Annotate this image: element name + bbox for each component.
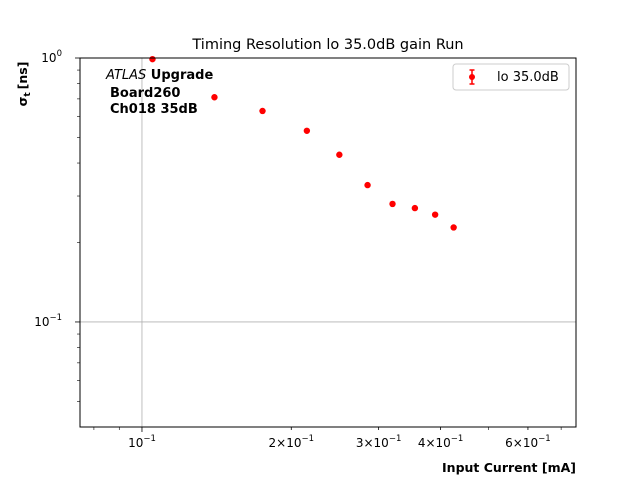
- x-tick-label: 2×10−1: [269, 434, 315, 450]
- y-axis-label-unit: [ns]: [15, 62, 30, 90]
- data-point: [336, 151, 343, 158]
- atlas-label: ATLAS: [105, 68, 146, 83]
- plot-frame: [79, 57, 577, 428]
- y-tick-label: 100: [41, 49, 62, 65]
- x-tick-label: 10−1: [128, 434, 156, 450]
- data-point: [149, 55, 156, 63]
- atlas-annotation: ATLAS Upgrade Board260 Ch018 35dB: [105, 68, 213, 117]
- legend: lo 35.0dB: [452, 63, 570, 91]
- x-tick-label: 6×10−1: [505, 434, 551, 450]
- upgrade-label: Upgrade: [146, 68, 213, 83]
- grid-lines: [80, 58, 576, 427]
- data-point: [211, 94, 218, 101]
- x-axis-label: Input Current [mA]: [442, 460, 576, 475]
- y-axis-label-subscript: t: [23, 92, 33, 97]
- data-points: [149, 55, 457, 231]
- data-point: [411, 204, 419, 212]
- y-axis-label-symbol: σ: [15, 96, 30, 106]
- y-axis-label: σt [ns]: [15, 62, 33, 107]
- data-point: [303, 127, 311, 134]
- annotation-line-1: ATLAS Upgrade: [105, 68, 213, 83]
- y-tick-label: 10−1: [34, 313, 62, 329]
- annotation-line-3: Ch018 35dB: [110, 102, 198, 117]
- x-tick-label: 3×10−1: [356, 434, 402, 450]
- annotation-line-2: Board260: [110, 86, 180, 101]
- data-point: [450, 224, 457, 231]
- data-point: [431, 211, 439, 218]
- axis-ticks: 10−1 2×10−1 3×10−1 4×10−1 6×10−1 100 10−1: [34, 49, 562, 450]
- legend-box: [452, 63, 570, 91]
- legend-entry-label: lo 35.0dB: [497, 70, 559, 85]
- legend-marker: [469, 74, 475, 80]
- data-point: [259, 107, 266, 115]
- data-point: [389, 200, 396, 208]
- data-point: [364, 181, 371, 189]
- x-tick-label: 4×10−1: [418, 434, 464, 450]
- chart-title: Timing Resolution lo 35.0dB gain Run: [191, 37, 463, 53]
